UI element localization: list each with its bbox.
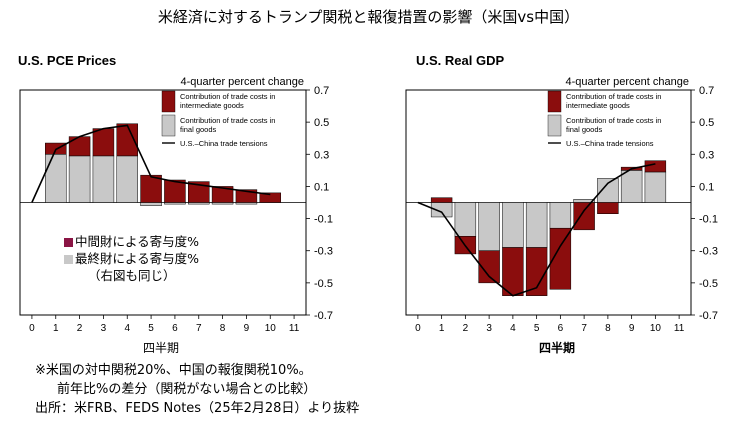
right-x-tick-label-7: 7 (581, 323, 587, 334)
right-x-tick-label-5: 5 (534, 323, 540, 334)
left-y-tick-label-7: -0.7 (314, 310, 333, 322)
right-bar-intermediate-7 (573, 202, 595, 231)
left-x-tick-label-9: 9 (244, 323, 250, 334)
jp-legend-final-label: 最終財による寄与度% (75, 251, 200, 266)
right-bar-intermediate-5 (525, 247, 548, 296)
right-x-tick-label-11: 11 (674, 323, 685, 334)
jp-legend-intermediate-label: 中間財による寄与度% (75, 234, 200, 249)
left-trade-tensions-line (31, 124, 271, 203)
left-x-tick-label-1: 1 (53, 323, 59, 334)
right-bar-intermediate-4 (502, 247, 524, 296)
right-legend-final-line2: final goods (566, 125, 603, 134)
right-bar-intermediate-6 (549, 227, 572, 290)
left-legend-final-line1: Contribution of trade costs in (180, 116, 275, 125)
left-legend-final-line2: final goods (180, 125, 217, 134)
right-x-tick-label-8: 8 (605, 323, 611, 334)
left-x-tick-label-3: 3 (101, 323, 107, 334)
right-bar-intermediate-1 (430, 197, 453, 203)
left-x-tick-label-7: 7 (196, 323, 202, 334)
right-x-axis-label: 四半期 (538, 341, 575, 355)
right-bar-intermediate-3 (478, 250, 500, 284)
jp-legend-intermediate: 中間財による寄与度% (64, 233, 199, 250)
left-x-tick-label-2: 2 (77, 323, 83, 334)
right-bar-final-3 (478, 202, 500, 251)
left-x-tick-label-10: 10 (265, 323, 277, 334)
note-source: 出所：米FRB、FEDS Notes（25年2月28日）より抜粋 (35, 401, 360, 416)
note-tariffs: ※米国の対中関税20%、中国の報復関税10%。 (35, 363, 312, 378)
left-bar-intermediate-9 (235, 189, 258, 203)
right-legend-intermediate-line2: intermediate goods (566, 101, 630, 110)
right-bar-final-10 (644, 171, 667, 203)
left-legend-line-label: U.S.–China trade tensions (180, 139, 268, 148)
right-bar-final-6 (549, 202, 572, 229)
right-bar-final-9 (620, 170, 643, 203)
left-y-tick-label-0: 0.7 (314, 85, 329, 97)
left-x-tick-label-4: 4 (124, 323, 130, 334)
left-legend-intermediate-line2: intermediate goods (180, 101, 244, 110)
right-bar-intermediate-8 (597, 202, 619, 214)
left-legend-final-swatch (161, 114, 176, 137)
page-title: 米経済に対するトランプ関税と報復措置の影響（米国vs中国） (157, 8, 580, 26)
final-swatch-icon (64, 255, 73, 264)
left-y-tick-label-3: 0.1 (314, 181, 329, 193)
jp-legend: 中間財による寄与度% 最終財による寄与度% （右図も同じ） (64, 233, 199, 284)
right-legend-intermediate-line1: Contribution of trade costs in (566, 92, 661, 101)
left-x-axis-label: 四半期 (142, 341, 179, 355)
left-bar-intermediate-10 (259, 192, 281, 203)
left-legend-header: 4-quarter percent change (180, 76, 304, 88)
left-x-tick-label-6: 6 (172, 323, 178, 334)
right-legend-line-label: U.S.–China trade tensions (566, 139, 654, 148)
jp-legend-final: 最終財による寄与度% (64, 250, 199, 267)
left-x-tick-label-11: 11 (289, 323, 300, 334)
left-plot-frame (19, 89, 307, 316)
right-x-tick-label-0: 0 (415, 323, 421, 334)
left-bar-intermediate-8 (211, 186, 234, 203)
right-legend-header: 4-quarter percent change (565, 76, 689, 88)
left-y-tick-label-5: -0.3 (314, 246, 333, 258)
right-bar-intermediate-10 (644, 160, 667, 173)
right-y-tick-label-5: -0.3 (699, 246, 718, 258)
left-y-tick-label-1: 0.5 (314, 117, 329, 129)
right-legend-final-line1: Contribution of trade costs in (566, 116, 661, 125)
left-bar-intermediate-7 (188, 181, 210, 203)
left-x-tick-label-5: 5 (148, 323, 154, 334)
right-legend-final-swatch (547, 114, 562, 137)
intermediate-swatch-icon (64, 238, 73, 247)
right-x-tick-label-1: 1 (439, 323, 445, 334)
left-legend-intermediate-line1: Contribution of trade costs in (180, 92, 275, 101)
left-chart-title: U.S. PCE Prices (18, 53, 117, 68)
left-bar-intermediate-4 (116, 123, 138, 157)
right-x-tick-label-3: 3 (486, 323, 492, 334)
right-x-tick-label-10: 10 (650, 323, 662, 334)
right-x-tick-label-4: 4 (510, 323, 516, 334)
left-bar-intermediate-6 (164, 179, 186, 203)
right-bar-final-4 (502, 202, 524, 248)
note-difference: 前年比%の差分（関税がない場合との比較） (57, 382, 317, 397)
jp-legend-note: （右図も同じ） (88, 268, 176, 283)
right-plot-frame (405, 89, 692, 316)
right-legend-intermediate-swatch (547, 90, 562, 113)
right-x-tick-label-2: 2 (463, 323, 469, 334)
left-legend-intermediate-swatch (161, 90, 176, 113)
right-x-tick-label-6: 6 (558, 323, 564, 334)
right-y-tick-label-7: -0.7 (699, 310, 718, 322)
right-chart-title: U.S. Real GDP (416, 53, 505, 68)
right-bar-final-2 (454, 202, 477, 237)
right-y-tick-label-0: 0.7 (699, 85, 714, 97)
right-trade-tensions-line (417, 163, 656, 297)
right-y-tick-label-3: 0.1 (699, 181, 714, 193)
left-x-tick-label-0: 0 (29, 323, 35, 334)
right-y-tick-label-1: 0.5 (699, 117, 714, 129)
left-y-tick-label-2: 0.3 (314, 149, 329, 161)
left-y-tick-label-4: -0.1 (314, 214, 333, 226)
right-y-tick-label-2: 0.3 (699, 149, 714, 161)
left-y-tick-label-6: -0.5 (314, 278, 333, 290)
right-y-tick-label-6: -0.5 (699, 278, 718, 290)
right-y-tick-label-4: -0.1 (699, 214, 718, 226)
right-x-tick-label-9: 9 (629, 323, 635, 334)
right-bar-final-5 (525, 202, 548, 248)
left-x-tick-label-8: 8 (220, 323, 226, 334)
